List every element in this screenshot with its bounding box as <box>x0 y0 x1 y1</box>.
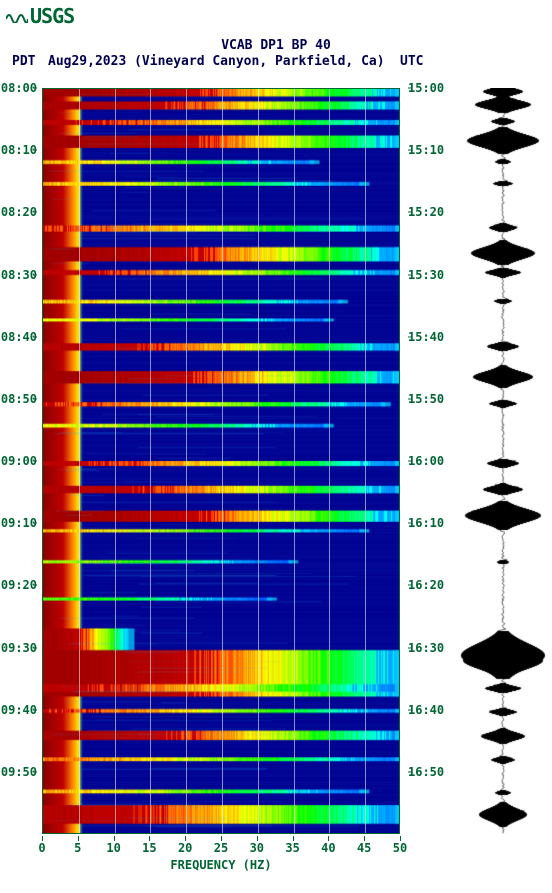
xtick: 45 <box>357 841 371 855</box>
ytick-utc: 16:00 <box>408 454 444 468</box>
xtick: 0 <box>38 841 45 855</box>
ytick-pdt: 08:50 <box>1 392 37 406</box>
ytick-pdt: 09:30 <box>1 641 37 655</box>
seismogram-canvas <box>460 88 546 834</box>
ytick-pdt: 08:20 <box>1 205 37 219</box>
ytick-utc: 15:20 <box>408 205 444 219</box>
ytick-utc: 16:20 <box>408 578 444 592</box>
xtick: 50 <box>393 841 407 855</box>
xtick: 5 <box>74 841 81 855</box>
tz-right-label: UTC <box>400 54 423 69</box>
ytick-pdt: 08:10 <box>1 143 37 157</box>
spectrogram-canvas <box>43 89 399 833</box>
usgs-logo: USGS <box>6 4 74 28</box>
ytick-pdt: 09:20 <box>1 578 37 592</box>
ytick-utc: 15:10 <box>408 143 444 157</box>
ytick-pdt: 09:10 <box>1 516 37 530</box>
date-location: Aug29,2023 (Vineyard Canyon, Parkfield, … <box>48 54 385 69</box>
ytick-utc: 15:00 <box>408 81 444 95</box>
xtick: 40 <box>321 841 335 855</box>
ytick-pdt: 09:50 <box>1 765 37 779</box>
yaxis-pdt: 08:0008:1008:2008:3008:4008:5009:0009:10… <box>0 88 40 834</box>
ytick-utc: 15:50 <box>408 392 444 406</box>
ytick-utc: 16:40 <box>408 703 444 717</box>
plot-title: VCAB DP1 BP 40 <box>0 38 552 53</box>
xaxis-label: FREQUENCY (HZ) <box>170 858 271 872</box>
xtick: 25 <box>214 841 228 855</box>
xtick: 30 <box>250 841 264 855</box>
ytick-utc: 16:10 <box>408 516 444 530</box>
ytick-pdt: 08:00 <box>1 81 37 95</box>
ytick-pdt: 08:40 <box>1 330 37 344</box>
logo-text: USGS <box>30 4 74 28</box>
ytick-pdt: 09:40 <box>1 703 37 717</box>
ytick-pdt: 09:00 <box>1 454 37 468</box>
spectrogram-plot <box>42 88 400 834</box>
yaxis-utc: 15:0015:1015:2015:3015:4015:5016:0016:10… <box>402 88 452 834</box>
xtick: 20 <box>178 841 192 855</box>
ytick-utc: 15:40 <box>408 330 444 344</box>
tz-left-label: PDT <box>12 54 35 69</box>
ytick-utc: 16:30 <box>408 641 444 655</box>
seismogram-plot <box>460 88 546 834</box>
xtick: 10 <box>106 841 120 855</box>
ytick-utc: 15:30 <box>408 268 444 282</box>
xtick: 15 <box>142 841 156 855</box>
ytick-pdt: 08:30 <box>1 268 37 282</box>
xaxis-frequency: FREQUENCY (HZ) 05101520253035404550 <box>42 836 400 876</box>
xtick: 35 <box>285 841 299 855</box>
ytick-utc: 16:50 <box>408 765 444 779</box>
